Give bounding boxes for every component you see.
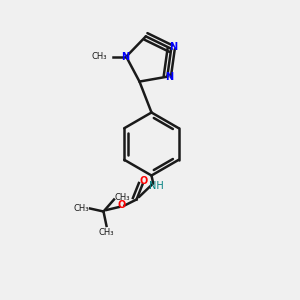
Text: CH₃: CH₃ — [91, 52, 107, 61]
Text: N: N — [121, 52, 129, 62]
Text: NH: NH — [148, 181, 164, 191]
Text: CH₃: CH₃ — [74, 204, 89, 213]
Text: N: N — [165, 72, 173, 82]
Text: O: O — [117, 200, 126, 211]
Text: CH₃: CH₃ — [115, 194, 130, 202]
Text: N: N — [169, 42, 177, 52]
Text: CH₃: CH₃ — [99, 228, 114, 237]
Text: O: O — [140, 176, 148, 187]
